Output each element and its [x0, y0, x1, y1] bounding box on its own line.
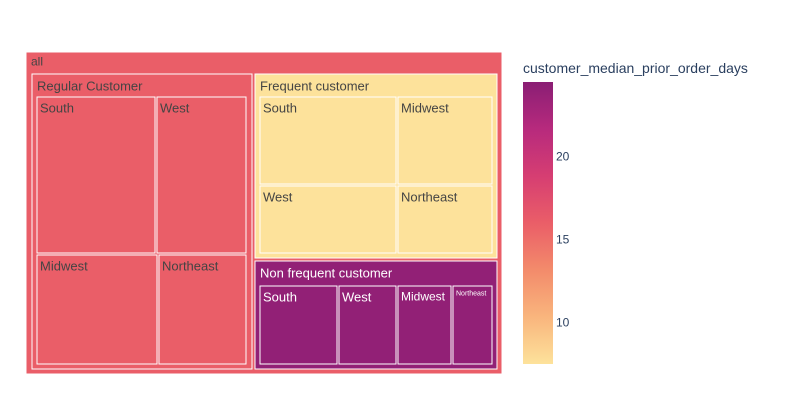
- treemap-leaf-tile[interactable]: [259, 96, 397, 185]
- treemap-leaf-label: Northeast: [401, 189, 458, 204]
- treemap-leaf-label: West: [160, 100, 190, 115]
- treemap-leaf-tile[interactable]: [36, 96, 156, 254]
- treemap-root-label: all: [31, 54, 43, 68]
- treemap-leaf-tile[interactable]: [397, 285, 452, 365]
- treemap-leaf-label: South: [263, 289, 297, 304]
- treemap-leaf-label: Midwest: [40, 258, 88, 273]
- treemap-leaf-tile[interactable]: [397, 96, 493, 185]
- treemap-leaf-label: South: [40, 100, 74, 115]
- treemap-leaf-label: West: [342, 289, 372, 304]
- treemap-group-label: Non frequent customer: [260, 265, 393, 280]
- treemap-group-label: Regular Customer: [37, 78, 143, 93]
- treemap-leaf-label: West: [263, 189, 293, 204]
- treemap-leaf-label: Northeast: [162, 258, 219, 273]
- colorbar-tick-label: 10: [556, 316, 570, 330]
- treemap-leaf-tile[interactable]: [259, 185, 397, 254]
- colorbar-title: customer_median_prior_order_days: [523, 60, 748, 76]
- treemap-leaf-label: Midwest: [401, 100, 449, 115]
- treemap-leaf-label: South: [263, 100, 297, 115]
- treemap-leaf-tile[interactable]: [338, 285, 397, 365]
- treemap-group-label: Frequent customer: [260, 78, 370, 93]
- treemap-leaf-label: Midwest: [401, 289, 446, 303]
- treemap-leaf-label: Northeast: [456, 291, 486, 298]
- treemap-leaf-tile[interactable]: [397, 185, 493, 254]
- treemap-leaf-tile[interactable]: [156, 96, 247, 254]
- colorbar-tick-label: 20: [556, 150, 570, 164]
- colorbar-tick-label: 15: [556, 233, 570, 247]
- colorbar-gradient: [523, 82, 553, 364]
- treemap-tiles: all Regular Customer South West Midwest North…: [25, 51, 503, 375]
- treemap-leaf-tile[interactable]: [158, 254, 247, 365]
- treemap-leaf-tile[interactable]: [452, 285, 493, 365]
- treemap-leaf-tile[interactable]: [259, 285, 338, 365]
- colorbar-ticks: 10 15 20: [556, 150, 570, 330]
- colorbar: customer_median_prior_order_days 10 15 20: [523, 60, 748, 364]
- treemap-leaf-tile[interactable]: [36, 254, 158, 365]
